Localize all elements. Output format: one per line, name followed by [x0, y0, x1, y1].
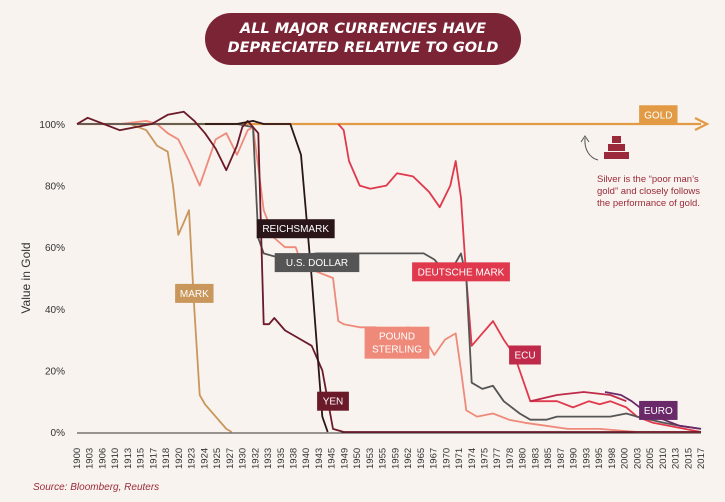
silver-bar-icon: [612, 136, 621, 143]
y-tick-label: 80%: [45, 182, 65, 193]
x-tick-label: 1927: [225, 448, 236, 469]
series-label-box-deutsche-mark: [412, 262, 510, 282]
silver-bar-icon: [616, 144, 625, 151]
x-tick-label: 1995: [594, 448, 605, 469]
title-line-2: DEPRECIATED RELATIVE TO GOLD: [227, 40, 499, 56]
x-tick-label: 1985: [543, 448, 554, 469]
chart-title: ALL MAJOR CURRENCIES HAVE DEPRECIATED RE…: [205, 13, 521, 65]
x-tick-label: 1967: [429, 448, 440, 469]
x-tick-label: 1940: [301, 448, 312, 469]
x-tick-label: 1903: [85, 448, 96, 469]
x-tick-label: 1962: [403, 448, 414, 469]
x-tick-label: 1932: [250, 448, 261, 469]
silver-note: Silver is the “poor man’s gold” and clos…: [597, 174, 700, 209]
y-axis-label: Value in Gold: [19, 242, 33, 313]
x-tick-label: 2010: [658, 448, 669, 469]
x-tick-label: 1943: [314, 448, 325, 469]
series-label-box-reichsmark: [256, 219, 335, 239]
x-tick-label: 1930: [238, 448, 249, 469]
y-tick-label: 40%: [45, 305, 65, 316]
x-tick-label: 1918: [161, 448, 172, 469]
silver-pointer-arrow: [584, 137, 599, 161]
x-tick-label: 2015: [683, 448, 694, 469]
series-label-reichsmark: REICHSMARK: [262, 224, 329, 235]
series-label-pound-sterling: STERLING: [372, 345, 422, 356]
gold-arrow-head: [694, 117, 710, 131]
x-tick-label: 1949: [339, 448, 350, 469]
series-line-deutsche-mark: [337, 123, 702, 433]
x-tick-label: 1933: [263, 448, 274, 469]
source-text: Source: Bloomberg, Reuters: [33, 482, 160, 493]
series-line-pound-sterling: [77, 120, 701, 433]
series-label-box-pound-sterling: [364, 326, 430, 359]
series-label-box-yen: [317, 391, 349, 411]
silver-bar-icon: [608, 144, 617, 151]
x-tick-label: 1920: [174, 448, 185, 469]
x-tick-label: 1974: [467, 448, 478, 469]
x-tick-label: 1975: [480, 448, 491, 469]
silver-bar-icon: [604, 152, 613, 159]
y-tick-label: 0%: [51, 428, 66, 439]
x-tick-label: 1910: [110, 448, 121, 469]
series-label-u-s-dollar: U.S. DOLLAR: [286, 258, 348, 269]
silver-bar-icon: [620, 152, 629, 159]
series-label-yen: YEN: [323, 397, 344, 408]
x-tick-label: 1990: [569, 448, 580, 469]
x-tick-label: 1906: [97, 448, 108, 469]
x-tick-label: 1971: [454, 448, 465, 469]
x-tick-label: 1983: [530, 448, 541, 469]
x-tick-label: 1953: [365, 448, 376, 469]
x-tick-label: 1935: [276, 448, 287, 469]
x-tick-label: 1915: [136, 448, 147, 469]
x-tick-label: 1917: [148, 448, 159, 469]
x-tick-label: 2003: [632, 448, 643, 469]
series-label-box-ecu: [509, 345, 541, 365]
series-line-yen: [76, 110, 701, 433]
series-label-pound-sterling: POUND: [379, 332, 415, 343]
x-tick-label: 1900: [72, 448, 83, 469]
y-tick-label: 60%: [45, 243, 65, 254]
x-tick-label: 2000: [620, 448, 631, 469]
series-line-mark: [77, 123, 233, 433]
series-label-gold: GOLD: [644, 110, 672, 121]
x-tick-label: 1923: [187, 448, 198, 469]
series-label-box-gold: [639, 105, 678, 125]
x-tick-label: 1978: [505, 448, 516, 469]
x-tick-label: 1913: [123, 448, 134, 469]
x-tick-label: 1970: [441, 448, 452, 469]
x-tick-label: 1955: [378, 448, 389, 469]
series-label-box-u-s-dollar: [274, 253, 360, 273]
x-tick-label: 2017: [696, 448, 707, 469]
series-line-reichsmark: [205, 120, 329, 433]
x-tick-label: 1977: [492, 448, 503, 469]
series-label-euro: EURO: [644, 406, 673, 417]
title-line-1: ALL MAJOR CURRENCIES HAVE: [239, 21, 487, 37]
x-tick-label: 1959: [390, 448, 401, 469]
x-tick-label: 1993: [581, 448, 592, 469]
y-tick-label: 20%: [45, 366, 65, 377]
x-tick-label: 1945: [327, 448, 338, 469]
silver-pointer-arrow-head: [580, 135, 590, 143]
series-label-box-mark: [175, 283, 214, 303]
x-tick-label: 1998: [607, 448, 618, 469]
x-tick-label: 2005: [645, 448, 656, 469]
x-tick-label: 1950: [352, 448, 363, 469]
series-label-mark: MARK: [180, 289, 209, 300]
series-label-deutsche-mark: DEUTSCHE MARK: [418, 267, 505, 278]
x-tick-label: 1965: [416, 448, 427, 469]
silver-bar-icon: [612, 152, 621, 159]
x-tick-label: 1925: [212, 448, 223, 469]
series-label-box-euro: [639, 400, 678, 420]
x-tick-label: 1924: [199, 448, 210, 469]
y-tick-label: 100%: [39, 120, 65, 131]
x-tick-label: 1980: [518, 448, 529, 469]
series-line-ecu: [530, 391, 627, 403]
series-label-ecu: ECU: [514, 351, 535, 362]
x-tick-label: 2013: [671, 448, 682, 469]
x-tick-label: 1987: [556, 448, 567, 469]
x-tick-label: 1938: [288, 448, 299, 469]
